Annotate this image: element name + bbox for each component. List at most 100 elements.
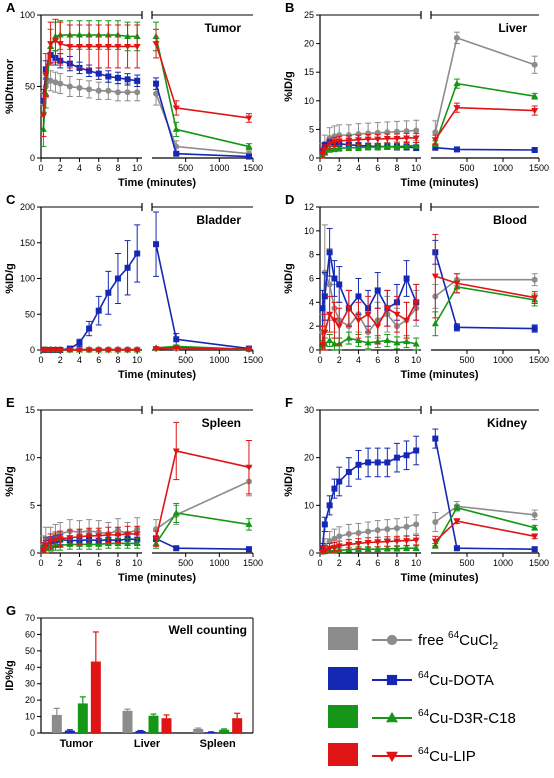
- y-tick-label: 150: [20, 238, 35, 248]
- data-point: [114, 275, 121, 282]
- legend-swatch: [328, 743, 358, 766]
- data-point: [354, 336, 362, 343]
- panel-letter: F: [285, 395, 293, 410]
- data-point: [531, 511, 538, 518]
- data-point: [245, 546, 252, 553]
- y-tick-label: 20: [304, 453, 314, 463]
- bar-d3r: [77, 703, 88, 733]
- x-tick-label: 500: [459, 163, 474, 173]
- data-point: [330, 145, 338, 152]
- data-point: [345, 468, 352, 475]
- data-point: [331, 485, 338, 492]
- x-tick-label: 1500: [243, 558, 263, 568]
- data-point: [134, 89, 141, 96]
- data-point: [318, 341, 326, 348]
- x-tick-label: 4: [77, 163, 82, 173]
- data-point: [453, 518, 461, 525]
- x-tick-label: 10: [132, 355, 142, 365]
- data-point: [412, 537, 420, 544]
- series-free: [319, 31, 538, 156]
- data-point: [326, 249, 333, 256]
- data-point: [86, 86, 93, 93]
- panel-d: D Blood 0 2 4 6 8 10 12 %ID/g 0 2 4 6 8 10 500 1000 1500 Ti…: [283, 192, 549, 381]
- bar-d3r: [148, 715, 159, 733]
- panel-title: Tumor: [205, 21, 242, 35]
- x-tick-label: 1000: [493, 558, 513, 568]
- x-tick-label: 2: [337, 163, 342, 173]
- series-line: [434, 106, 535, 141]
- data-point: [345, 144, 353, 151]
- data-point: [326, 145, 334, 152]
- x-tick-label: 1500: [243, 163, 263, 173]
- data-point: [403, 275, 410, 282]
- data-point: [384, 526, 391, 533]
- data-point: [124, 347, 132, 354]
- legend-label-part: 64: [418, 746, 430, 757]
- data-point: [531, 325, 538, 332]
- data-point: [393, 142, 401, 150]
- series-line: [155, 537, 249, 550]
- x-tick-label: 8: [115, 355, 120, 365]
- data-point: [331, 535, 338, 542]
- data-point: [413, 521, 420, 528]
- data-point: [453, 504, 461, 511]
- bar-free: [51, 714, 62, 733]
- data-point: [331, 275, 338, 282]
- data-point: [330, 139, 338, 146]
- y-tick-label: 10: [25, 453, 35, 463]
- data-point: [383, 539, 391, 546]
- y-tick-label: 2: [309, 321, 314, 331]
- data-point: [318, 150, 326, 158]
- legend-swatch: [328, 705, 358, 728]
- data-point: [393, 525, 400, 532]
- data-point: [383, 142, 391, 150]
- x-tick-label: 10: [132, 558, 142, 568]
- x-tick-label: 1000: [493, 355, 513, 365]
- legend-label: free 64CuCl2: [418, 630, 498, 652]
- data-point: [531, 61, 538, 68]
- y-tick-label: 15: [304, 67, 314, 77]
- legend-label-part: 64: [418, 670, 430, 681]
- y-tick-label: 15: [25, 405, 35, 415]
- series-line: [155, 244, 250, 350]
- x-tick-label: 4: [356, 163, 361, 173]
- data-point: [393, 339, 401, 346]
- series-dota: [40, 47, 252, 160]
- legend-marker: [386, 634, 398, 646]
- x-tick-label: 8: [115, 558, 120, 568]
- panel-title: Bladder: [196, 213, 241, 227]
- data-point: [153, 80, 160, 87]
- y-tick-label: 70: [25, 613, 35, 623]
- data-point: [326, 281, 333, 288]
- data-point: [47, 41, 55, 48]
- data-point: [412, 135, 420, 142]
- data-point: [321, 146, 329, 154]
- data-point: [412, 299, 420, 306]
- series-line: [155, 83, 249, 158]
- data-point: [374, 459, 381, 466]
- data-point: [383, 545, 391, 552]
- panel-letter: C: [6, 192, 16, 207]
- data-point: [383, 336, 391, 343]
- data-point: [330, 317, 338, 324]
- data-point: [393, 136, 401, 143]
- data-point: [393, 311, 401, 318]
- legend-label: 64Cu-DOTA: [418, 670, 494, 689]
- data-point: [345, 305, 353, 312]
- x-axis-label: Time (minutes): [400, 572, 478, 584]
- data-point: [104, 532, 112, 539]
- y-axis-label: %ID/g: [283, 466, 295, 497]
- data-point: [86, 325, 93, 332]
- data-point: [85, 533, 93, 540]
- x-tick-label: 8: [115, 163, 120, 173]
- x-tick-label: 0: [38, 355, 43, 365]
- data-point: [85, 43, 93, 51]
- panel-letter: D: [285, 192, 294, 207]
- data-point: [51, 537, 59, 544]
- x-tick-label: 10: [411, 163, 421, 173]
- data-point: [531, 533, 539, 540]
- data-point: [355, 529, 362, 536]
- data-point: [66, 347, 74, 354]
- panel-g: G Well counting 0 10 20 30 40 50 60 70 ID%/g Tumor L…: [4, 603, 254, 750]
- data-point: [354, 540, 362, 548]
